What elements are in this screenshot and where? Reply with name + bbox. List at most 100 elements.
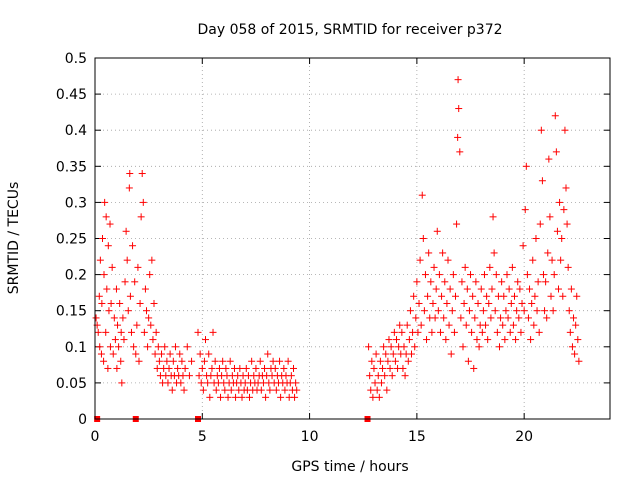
data-point xyxy=(109,350,117,358)
data-point xyxy=(436,328,444,336)
data-point xyxy=(107,299,115,307)
data-point xyxy=(425,249,433,257)
data-point xyxy=(277,393,285,401)
data-point xyxy=(549,307,557,315)
data-point xyxy=(161,343,169,351)
data-point xyxy=(550,271,558,279)
data-point xyxy=(489,213,497,221)
data-point xyxy=(153,364,161,372)
data-point xyxy=(256,357,264,365)
data-point xyxy=(464,357,472,365)
data-point xyxy=(523,271,531,279)
data-point xyxy=(96,256,104,264)
data-point xyxy=(137,213,145,221)
data-point xyxy=(484,336,492,344)
data-point xyxy=(560,206,568,214)
data-point xyxy=(211,357,219,365)
data-point xyxy=(284,357,292,365)
data-point xyxy=(287,372,295,380)
data-point xyxy=(101,198,109,206)
data-point xyxy=(408,350,416,358)
data-point xyxy=(524,314,532,322)
data-point xyxy=(174,364,182,372)
data-point xyxy=(183,343,191,351)
data-point xyxy=(97,350,105,358)
data-point xyxy=(382,350,390,358)
data-point xyxy=(141,285,149,293)
data-point xyxy=(168,386,176,394)
data-point xyxy=(194,328,202,336)
data-point xyxy=(555,285,562,293)
data-point xyxy=(526,285,534,293)
data-point xyxy=(537,126,545,134)
data-point xyxy=(100,271,108,279)
data-point xyxy=(262,393,270,401)
data-point xyxy=(519,242,527,250)
data-point xyxy=(200,357,208,365)
data-point xyxy=(487,314,495,322)
y-tick-label: 0.35 xyxy=(56,159,87,175)
data-point xyxy=(418,191,426,199)
data-point xyxy=(152,328,160,336)
data-point xyxy=(166,350,174,358)
data-point xyxy=(140,328,148,336)
data-point xyxy=(121,278,129,286)
data-point xyxy=(565,307,573,315)
data-point xyxy=(102,328,110,336)
data-point xyxy=(488,285,496,293)
data-point xyxy=(528,299,536,307)
data-point xyxy=(486,263,494,271)
data-point xyxy=(269,357,277,365)
data-point xyxy=(424,292,432,300)
data-point xyxy=(209,328,217,336)
data-point xyxy=(227,386,235,394)
data-point xyxy=(148,256,156,264)
data-point xyxy=(563,220,571,228)
data-point xyxy=(411,343,419,351)
data-point xyxy=(219,357,227,365)
data-point xyxy=(442,336,450,344)
data-point xyxy=(390,328,398,336)
data-point xyxy=(371,379,379,387)
data-point xyxy=(438,292,446,300)
data-point xyxy=(521,206,529,214)
data-point xyxy=(536,220,544,228)
data-point xyxy=(130,343,138,351)
data-point xyxy=(123,256,131,264)
data-point xyxy=(446,285,454,293)
data-point xyxy=(499,321,507,329)
data-point xyxy=(199,386,207,394)
data-point xyxy=(542,278,550,286)
data-point xyxy=(118,379,126,387)
data-point xyxy=(108,263,116,271)
data-point xyxy=(366,372,374,380)
data-point xyxy=(432,285,440,293)
data-point xyxy=(139,198,147,206)
data-point xyxy=(469,292,477,300)
data-point xyxy=(448,307,456,315)
data-point xyxy=(292,379,300,387)
data-point xyxy=(455,105,463,113)
data-point xyxy=(185,372,193,380)
data-point xyxy=(188,357,196,365)
data-point xyxy=(461,263,469,271)
data-point xyxy=(556,198,564,206)
data-point xyxy=(370,364,378,372)
data-point xyxy=(491,307,499,315)
data-point xyxy=(403,321,411,329)
data-point xyxy=(106,343,114,351)
data-point xyxy=(473,336,481,344)
data-point xyxy=(416,256,424,264)
data-point xyxy=(212,386,220,394)
data-point xyxy=(242,364,250,372)
data-point xyxy=(507,299,515,307)
data-point xyxy=(271,364,279,372)
data-point xyxy=(391,357,399,365)
data-point xyxy=(96,343,104,351)
data-point xyxy=(423,336,431,344)
data-point xyxy=(144,343,152,351)
data-point xyxy=(117,357,125,365)
data-point xyxy=(117,328,125,336)
y-tick-label: 0 xyxy=(78,412,87,428)
data-point xyxy=(440,314,448,322)
